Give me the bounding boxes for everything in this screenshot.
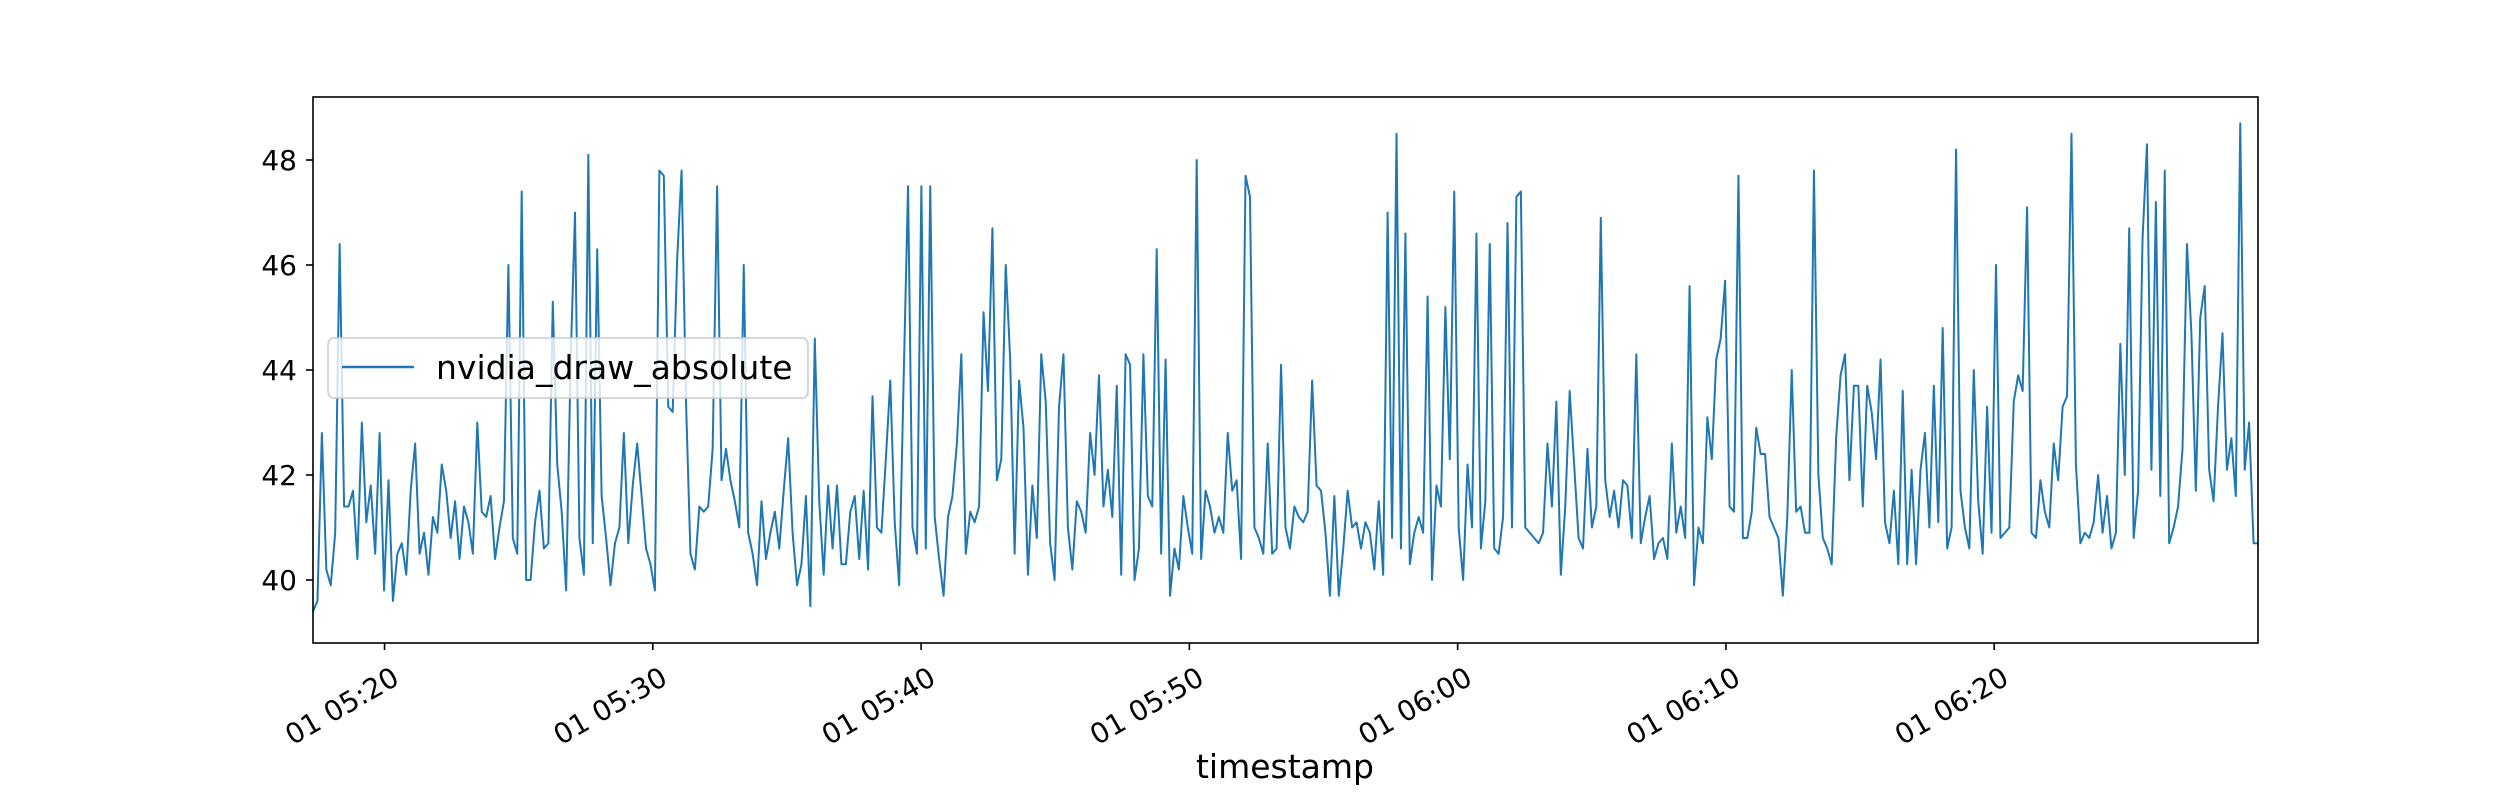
legend-box <box>327 337 809 399</box>
legend[interactable]: nvidia_draw_absolute <box>327 337 809 399</box>
series-line-nvidia-draw-absolute <box>312 122 2258 612</box>
y-tick-label: 48 <box>261 144 297 177</box>
y-axis: 40 42 44 46 48 <box>261 144 313 597</box>
y-tick-label: 46 <box>261 249 297 282</box>
x-axis-title: timestamp <box>1196 747 1374 786</box>
y-tick-label: 42 <box>261 459 297 492</box>
legend-label: nvidia_draw_absolute <box>436 348 793 387</box>
y-tick-label: 44 <box>261 354 297 387</box>
y-tick-label: 40 <box>261 564 297 597</box>
